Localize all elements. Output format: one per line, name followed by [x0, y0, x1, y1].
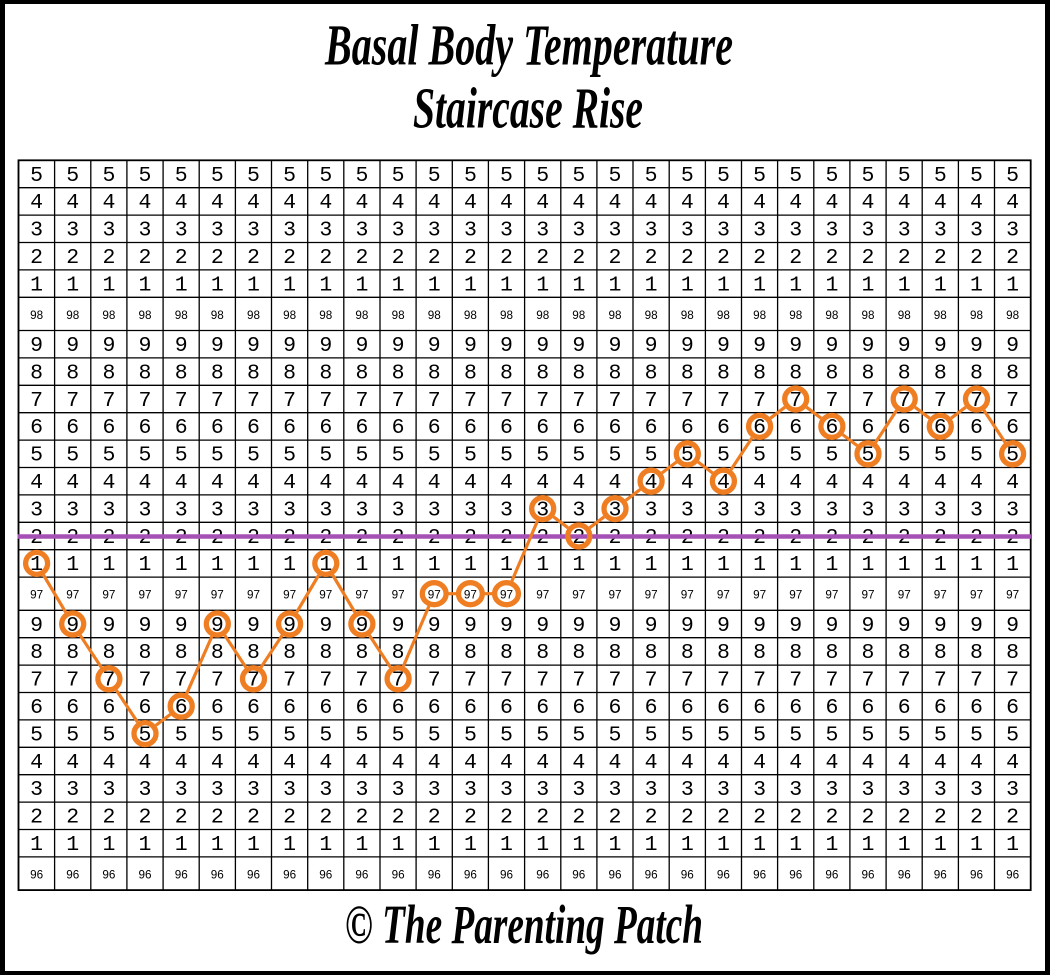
svg-text:97: 97 [355, 589, 368, 602]
svg-text:97: 97 [464, 589, 477, 602]
svg-text:98: 98 [66, 309, 79, 322]
svg-text:96: 96 [1006, 869, 1019, 882]
svg-text:96: 96 [645, 869, 658, 882]
svg-text:97: 97 [934, 589, 947, 602]
svg-text:98: 98 [500, 309, 513, 322]
svg-text:98: 98 [392, 309, 405, 322]
svg-text:96: 96 [861, 869, 874, 882]
svg-text:97: 97 [211, 589, 224, 602]
svg-text:98: 98 [175, 309, 188, 322]
svg-text:Basal Body Temperature: Basal Body Temperature [324, 13, 733, 78]
svg-text:96: 96 [355, 869, 368, 882]
svg-text:98: 98 [247, 309, 260, 322]
svg-text:98: 98 [30, 309, 43, 322]
svg-text:97: 97 [392, 589, 405, 602]
svg-text:96: 96 [66, 869, 79, 882]
svg-text:96: 96 [789, 869, 802, 882]
svg-text:97: 97 [30, 589, 43, 602]
svg-text:Staircase Rise: Staircase Rise [413, 76, 643, 141]
svg-text:97: 97 [970, 589, 983, 602]
svg-text:96: 96 [934, 869, 947, 882]
svg-text:96: 96 [102, 869, 115, 882]
svg-text:98: 98 [645, 309, 658, 322]
svg-text:98: 98 [138, 309, 151, 322]
svg-text:97: 97 [681, 589, 694, 602]
svg-text:98: 98 [681, 309, 694, 322]
svg-text:96: 96 [572, 869, 585, 882]
svg-text:96: 96 [428, 869, 441, 882]
svg-text:96: 96 [392, 869, 405, 882]
svg-text:96: 96 [138, 869, 151, 882]
svg-text:97: 97 [898, 589, 911, 602]
svg-text:98: 98 [825, 309, 838, 322]
svg-text:97: 97 [536, 589, 549, 602]
svg-text:98: 98 [789, 309, 802, 322]
svg-text:96: 96 [753, 869, 766, 882]
svg-text:98: 98 [753, 309, 766, 322]
svg-text:96: 96 [464, 869, 477, 882]
svg-text:98: 98 [717, 309, 730, 322]
svg-text:97: 97 [645, 589, 658, 602]
svg-text:98: 98 [970, 309, 983, 322]
svg-text:97: 97 [1006, 589, 1019, 602]
svg-text:98: 98 [283, 309, 296, 322]
svg-text:98: 98 [608, 309, 621, 322]
svg-text:98: 98 [572, 309, 585, 322]
svg-text:96: 96 [175, 869, 188, 882]
svg-text:97: 97 [717, 589, 730, 602]
svg-text:98: 98 [536, 309, 549, 322]
svg-text:97: 97 [283, 589, 296, 602]
svg-text:97: 97 [572, 589, 585, 602]
svg-text:96: 96 [30, 869, 43, 882]
svg-text:97: 97 [66, 589, 79, 602]
svg-text:96: 96 [970, 869, 983, 882]
svg-text:97: 97 [175, 589, 188, 602]
svg-text:97: 97 [428, 589, 441, 602]
svg-text:97: 97 [861, 589, 874, 602]
svg-text:98: 98 [934, 309, 947, 322]
svg-text:96: 96 [211, 869, 224, 882]
svg-text:96: 96 [283, 869, 296, 882]
svg-text:98: 98 [861, 309, 874, 322]
svg-text:98: 98 [211, 309, 224, 322]
svg-text:97: 97 [247, 589, 260, 602]
svg-text:96: 96 [247, 869, 260, 882]
svg-text:98: 98 [1006, 309, 1019, 322]
svg-text:97: 97 [102, 589, 115, 602]
svg-text:97: 97 [608, 589, 621, 602]
svg-text:96: 96 [717, 869, 730, 882]
svg-text:© The Parenting Patch: © The Parenting Patch [345, 894, 703, 955]
svg-text:97: 97 [500, 589, 513, 602]
svg-text:97: 97 [319, 589, 332, 602]
svg-text:98: 98 [355, 309, 368, 322]
svg-text:96: 96 [825, 869, 838, 882]
svg-text:96: 96 [500, 869, 513, 882]
svg-text:98: 98 [102, 309, 115, 322]
svg-text:96: 96 [681, 869, 694, 882]
svg-text:98: 98 [464, 309, 477, 322]
svg-text:98: 98 [428, 309, 441, 322]
svg-text:97: 97 [138, 589, 151, 602]
svg-text:96: 96 [608, 869, 621, 882]
svg-text:96: 96 [536, 869, 549, 882]
svg-text:96: 96 [319, 869, 332, 882]
svg-text:98: 98 [898, 309, 911, 322]
svg-text:97: 97 [825, 589, 838, 602]
svg-text:96: 96 [898, 869, 911, 882]
svg-text:97: 97 [789, 589, 802, 602]
svg-text:98: 98 [319, 309, 332, 322]
svg-text:97: 97 [753, 589, 766, 602]
